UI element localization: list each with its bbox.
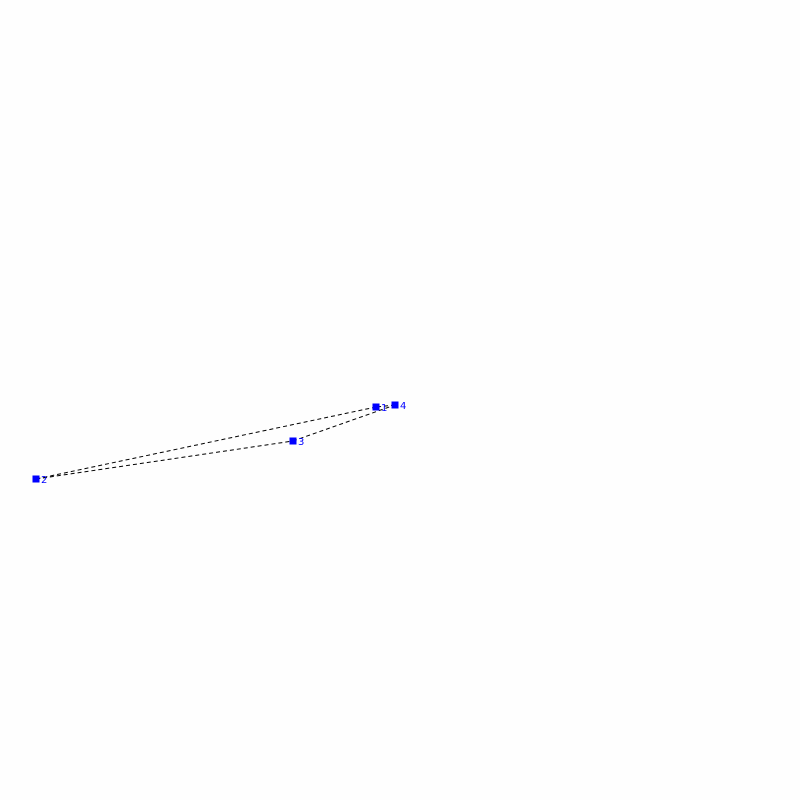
edge-3-4 bbox=[292, 404, 396, 442]
edge-1-2 bbox=[35, 406, 377, 480]
node-3-marker bbox=[289, 437, 297, 445]
node-3-label: 3 bbox=[298, 437, 304, 448]
node-2-label: 2 bbox=[41, 475, 47, 486]
node-1-marker bbox=[372, 403, 380, 411]
node-1-label: 1 bbox=[381, 403, 387, 414]
node-4-label: 4 bbox=[400, 401, 406, 412]
edge-2-3 bbox=[35, 440, 294, 480]
node-2-marker bbox=[32, 475, 40, 483]
node-4-marker bbox=[391, 401, 399, 409]
